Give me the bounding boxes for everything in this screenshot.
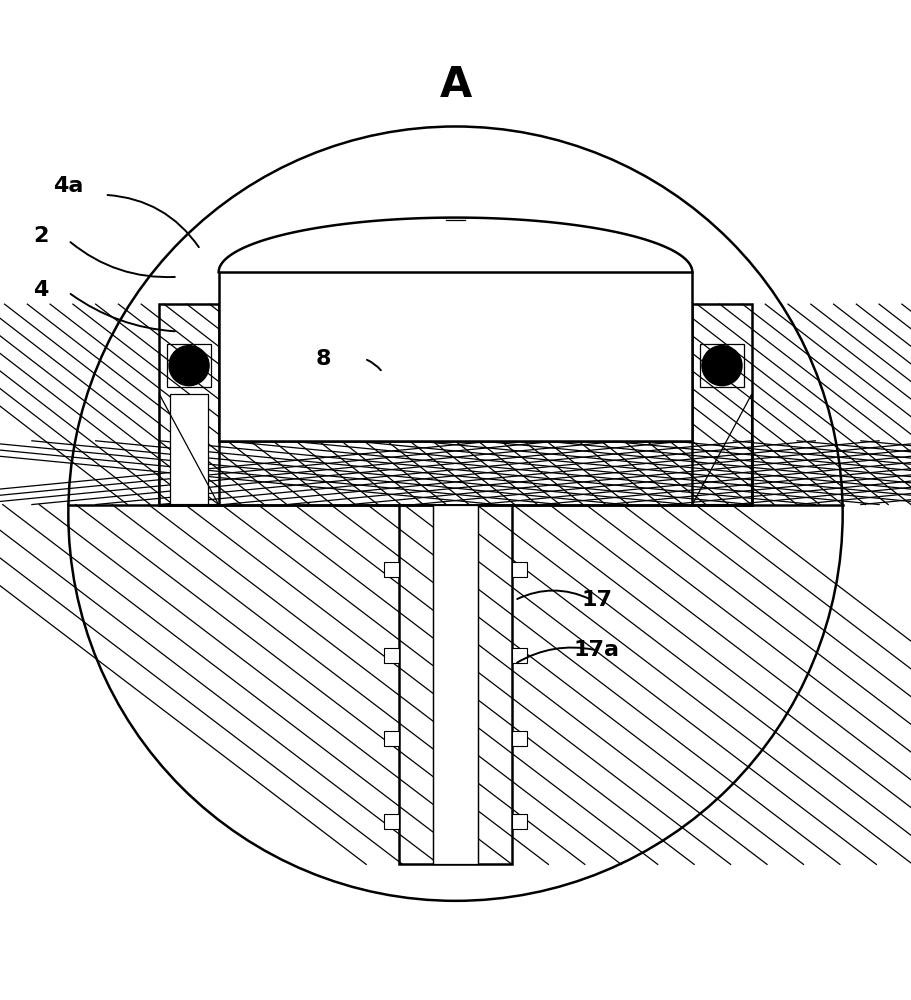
Bar [700, 344, 743, 387]
Bar [219, 272, 692, 441]
Bar [168, 344, 210, 387]
Text: 17a: 17a [574, 640, 619, 660]
Bar [433, 505, 478, 864]
Text: 2: 2 [34, 226, 48, 246]
Text: 4a: 4a [53, 176, 84, 196]
Text: 4: 4 [34, 280, 48, 300]
Circle shape [701, 346, 742, 386]
Bar [512, 648, 527, 663]
Text: A: A [439, 64, 472, 106]
Bar [512, 814, 527, 829]
Bar [512, 562, 527, 577]
Bar [384, 562, 399, 577]
Bar [170, 394, 208, 505]
Text: 17: 17 [581, 590, 612, 610]
Bar [692, 304, 752, 505]
Bar [159, 441, 752, 505]
Bar [384, 648, 399, 663]
Circle shape [169, 346, 210, 386]
Bar [399, 505, 512, 864]
Bar [384, 814, 399, 829]
Bar [384, 731, 399, 746]
Bar [512, 731, 527, 746]
Text: 8: 8 [315, 349, 332, 369]
Bar [159, 304, 219, 505]
